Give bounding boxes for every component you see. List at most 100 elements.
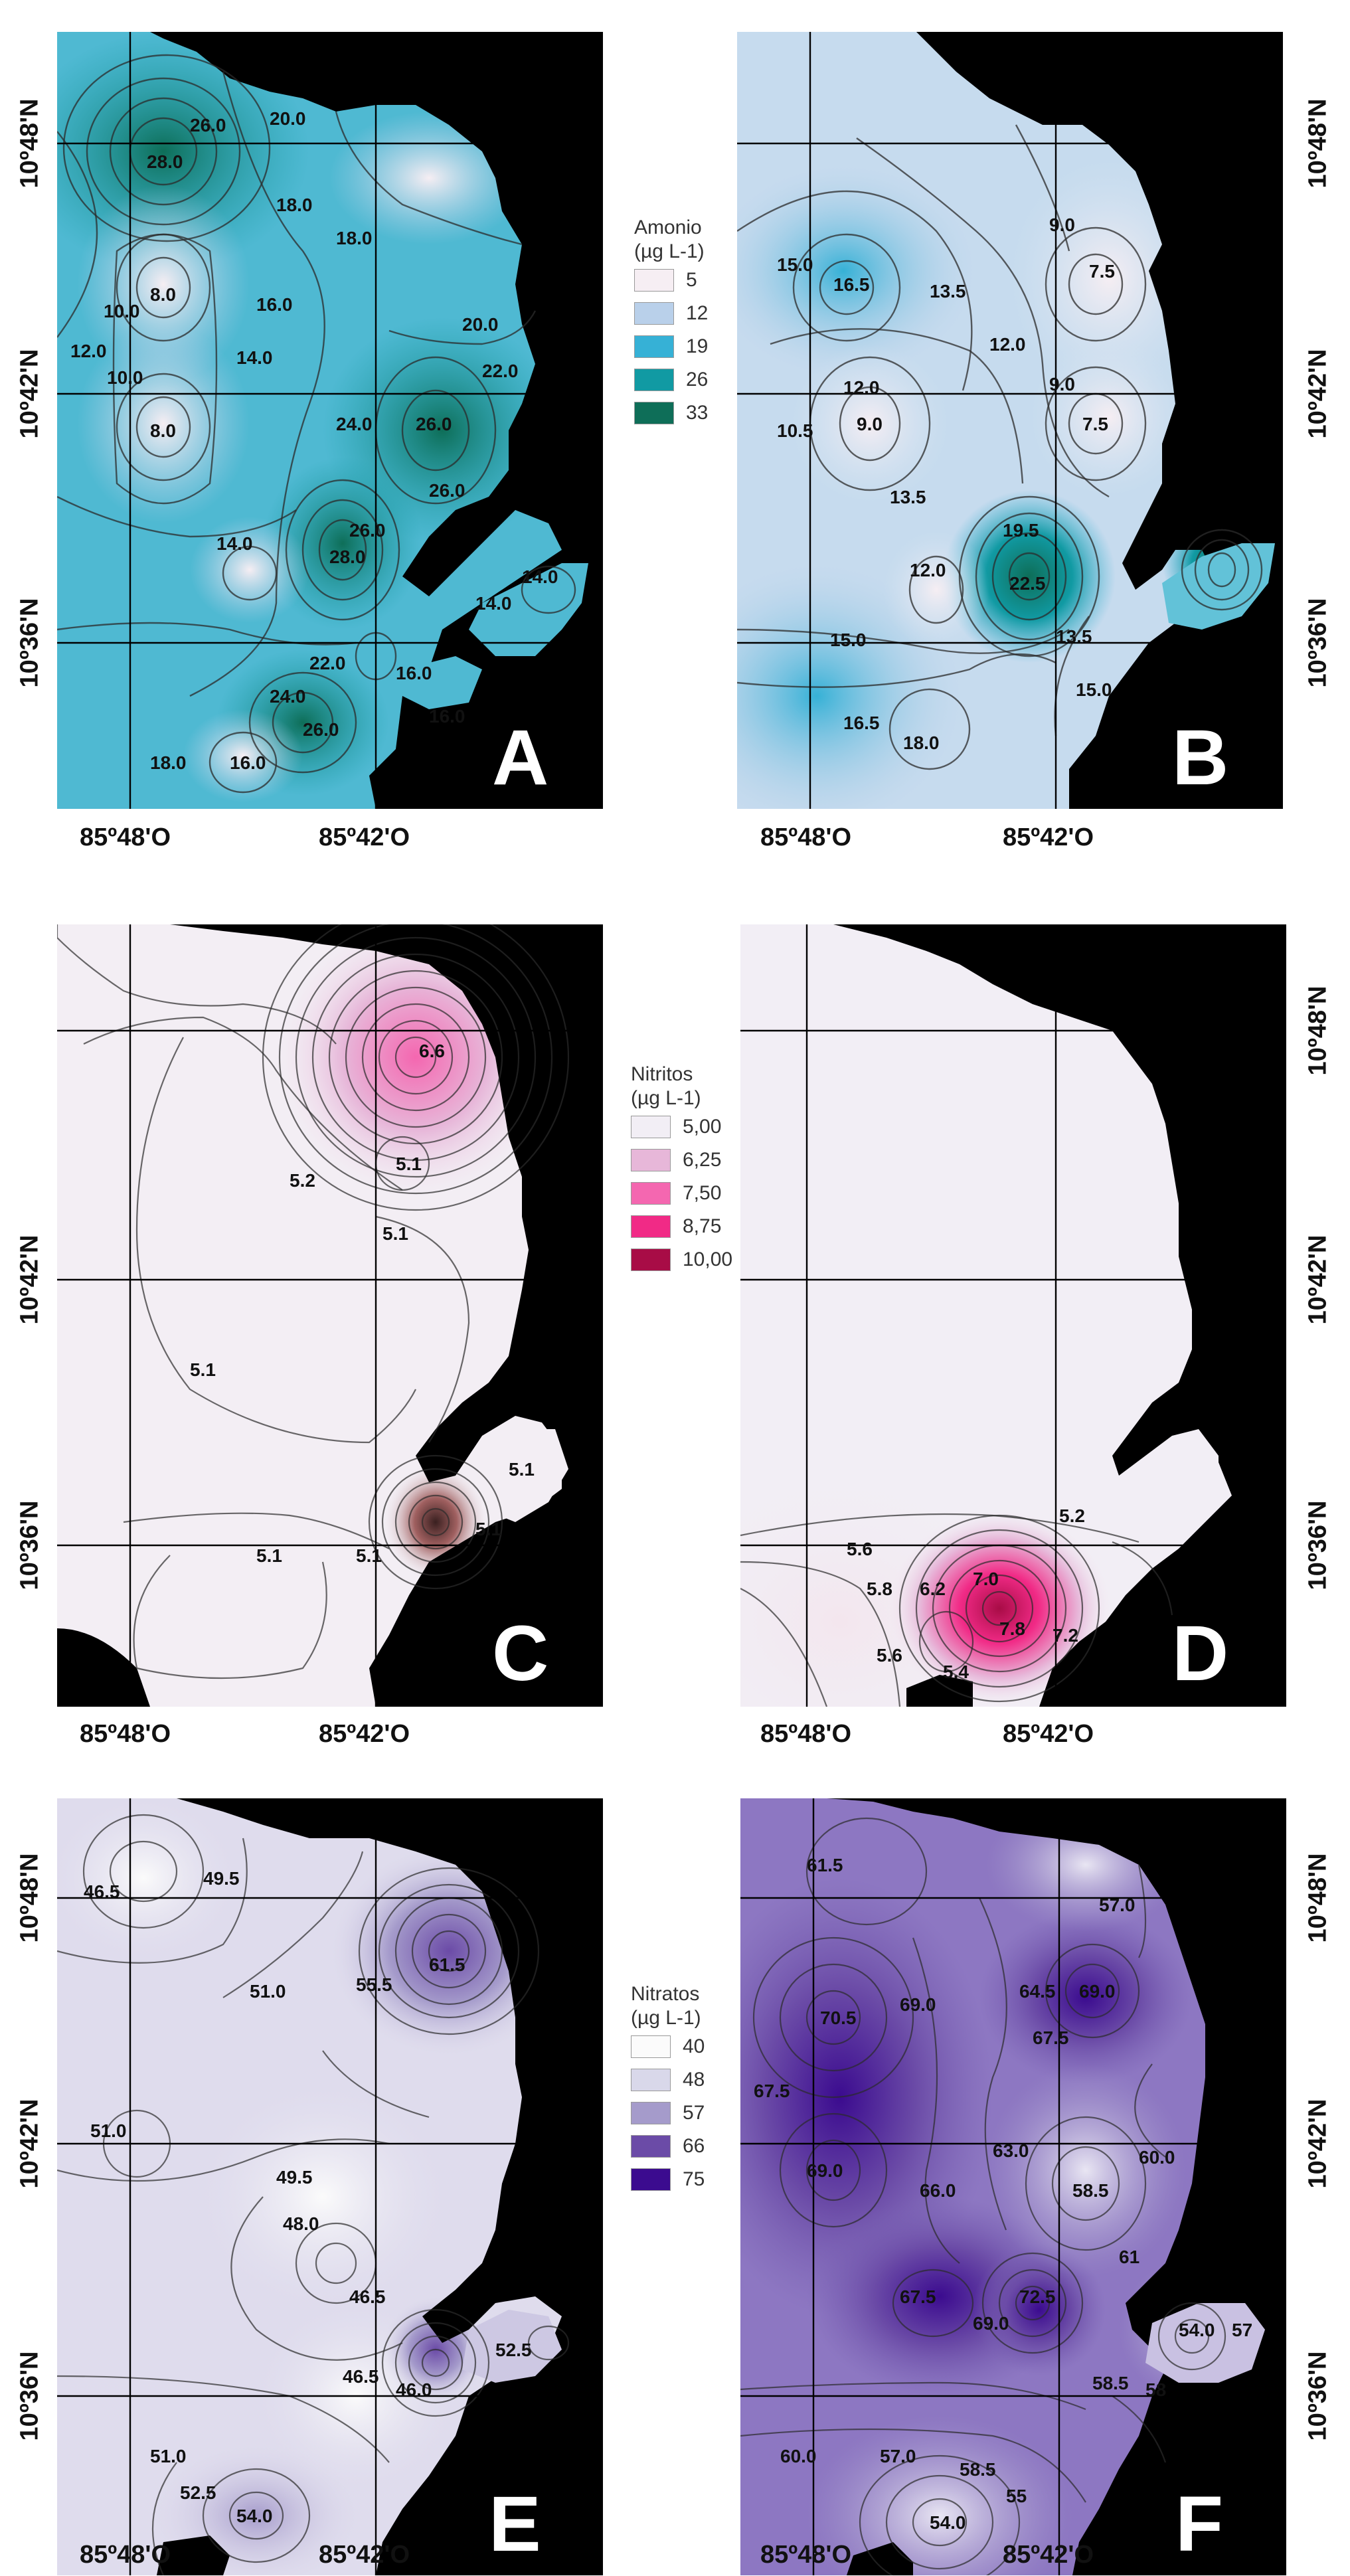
contour-label: 10.5 — [777, 420, 813, 441]
contour-label: 46.5 — [349, 2286, 386, 2307]
contour-label: 7.8 — [999, 1618, 1025, 1639]
map-d-svg: 5.2 5.6 5.8 6.2 7.0 7.8 7.2 5.6 5.4 — [740, 924, 1286, 1707]
contour-label: 13.5 — [1056, 626, 1092, 647]
contour-label: 28.0 — [329, 547, 366, 567]
contour-label: 60.0 — [1139, 2147, 1175, 2168]
map-panel-a: 26.0 28.0 20.0 18.0 18.0 10.0 8.0 12.0 1… — [57, 32, 603, 809]
legend-swatch — [631, 1215, 671, 1238]
contour-label: 26.0 — [190, 115, 226, 135]
contour-label: 18.0 — [150, 752, 187, 773]
panel-letter: E — [489, 2480, 541, 2568]
lat-tick: 10º36'N — [1304, 2351, 1332, 2441]
legend-label: 48 — [683, 2069, 705, 2091]
contour-label: 46.5 — [343, 2366, 379, 2387]
contour-label: 9.0 — [1049, 215, 1075, 235]
contour-label: 5.2 — [290, 1170, 315, 1191]
legend-item: 10,00 — [631, 1243, 732, 1276]
contour-label: 5.6 — [847, 1539, 873, 1559]
contour-labels-e: 46.5 49.5 51.0 55.5 61.5 51.0 49.5 48.0 … — [84, 1868, 532, 2526]
lat-tick: 10º36'N — [15, 2351, 44, 2441]
legend-swatch — [634, 369, 674, 391]
legend-unit: (µg L-1) — [631, 2007, 701, 2029]
legend-label: 12 — [686, 302, 709, 324]
lat-tick: 10º42'N — [1304, 1235, 1332, 1325]
lat-tick: 10º42'N — [15, 349, 44, 439]
lon-tick: 85º42'O — [1003, 2541, 1094, 2569]
legend-title: Nitritos — [631, 1063, 693, 1085]
contour-label: 7.5 — [1089, 261, 1115, 282]
contour-label: 26.0 — [429, 480, 465, 501]
lat-tick: 10º48'N — [1304, 1853, 1332, 1943]
contour-label: 5.1 — [396, 1154, 422, 1174]
legend-unit: (µg L-1) — [631, 1087, 701, 1109]
contour-label: 20.0 — [462, 314, 499, 335]
legend-label: 33 — [686, 402, 709, 424]
lon-tick: 85º42'O — [319, 823, 410, 851]
legend-swatch — [631, 2102, 671, 2124]
contour-label: 48.0 — [283, 2213, 319, 2234]
contour-label: 22.0 — [309, 653, 346, 673]
lat-tick: 10º42'N — [15, 2099, 44, 2189]
contour-label: 67.5 — [1033, 2027, 1069, 2048]
contour-labels-b: 15.0 16.5 13.5 9.0 7.5 12.0 12.0 9.0 10.… — [777, 215, 1115, 753]
legend-item: 40 — [631, 2030, 705, 2063]
legend-swatch — [634, 302, 674, 325]
contour-label: 61.5 — [807, 1855, 843, 1875]
contour-label: 9.0 — [857, 414, 883, 434]
contour-label: 5.1 — [356, 1545, 382, 1566]
map-panel-b: 15.0 16.5 13.5 9.0 7.5 12.0 12.0 9.0 10.… — [737, 32, 1283, 809]
lon-tick: 85º42'O — [319, 2541, 410, 2569]
contour-label: 5.6 — [877, 1645, 902, 1666]
panel-letter: F — [1175, 2480, 1224, 2568]
contour-labels-f: 61.5 57.0 70.5 69.0 64.5 67.5 69.0 67.5 … — [754, 1855, 1252, 2533]
contour-label: 26.0 — [303, 719, 339, 740]
lat-tick: 10º36'N — [1304, 1500, 1332, 1590]
contour-label: 67.5 — [754, 2081, 790, 2101]
contour-label: 60.0 — [780, 2446, 817, 2466]
legend-swatch — [634, 402, 674, 424]
panel-letter: D — [1172, 1610, 1229, 1697]
contour-label: 57.0 — [1099, 1895, 1136, 1915]
contour-label: 12.0 — [70, 341, 107, 361]
lon-tick: 85º48'O — [760, 1720, 852, 1748]
contour-label: 6.2 — [920, 1579, 946, 1599]
legend-label: 26 — [686, 369, 709, 390]
contour-label: 63.0 — [993, 2140, 1029, 2161]
contour-label: 46.5 — [84, 1881, 120, 1902]
contour-label: 16.5 — [843, 713, 880, 733]
contour-label: 7.2 — [1053, 1625, 1078, 1646]
lon-tick: 85º48'O — [80, 1720, 171, 1748]
map-c-svg: 6.6 5.2 5.1 5.1 5.1 5.1 5.1 5.1 5.1 — [57, 924, 603, 1707]
contour-label: 5.1 — [509, 1459, 535, 1480]
contour-label: 26.0 — [416, 414, 452, 434]
contour-label: 16.0 — [396, 663, 432, 683]
legend-item: 66 — [631, 2130, 705, 2163]
contour-label: 14.0 — [475, 593, 512, 614]
contour-label: 24.0 — [336, 414, 373, 434]
contour-label: 8.0 — [150, 420, 176, 441]
lon-tick: 85º42'O — [1003, 1720, 1094, 1748]
lat-tick: 10º36'N — [1304, 598, 1332, 688]
legend-item: 57 — [631, 2097, 705, 2130]
panel-letter: B — [1172, 714, 1229, 802]
contour-label: 13.5 — [930, 281, 966, 301]
legend-amonio: Amonio (µg L-1) 5 12 19 26 33 — [634, 216, 708, 430]
legend-item: 5,00 — [631, 1110, 732, 1144]
legend-label: 57 — [683, 2102, 705, 2124]
legend-label: 75 — [683, 2168, 705, 2190]
lon-tick: 85º48'O — [80, 2541, 171, 2569]
legend-item: 8,75 — [631, 1210, 732, 1243]
contour-label: 12.0 — [989, 334, 1026, 355]
contour-label: 9.0 — [1049, 374, 1075, 394]
contour-label: 58 — [1145, 2379, 1166, 2400]
lat-tick: 10º48'N — [15, 98, 44, 189]
contour-label: 7.0 — [973, 1569, 999, 1589]
lat-tick: 10º42'N — [15, 1235, 44, 1325]
contour-label: 52.5 — [495, 2340, 532, 2360]
contour-label: 66.0 — [920, 2180, 956, 2201]
map-panel-d: 5.2 5.6 5.8 6.2 7.0 7.8 7.2 5.6 5.4 D — [740, 924, 1286, 1707]
contour-label: 69.0 — [1079, 1981, 1116, 2002]
contour-label: 16.0 — [256, 294, 293, 315]
legend-label: 40 — [683, 2035, 705, 2057]
contour-label: 8.0 — [150, 284, 176, 305]
